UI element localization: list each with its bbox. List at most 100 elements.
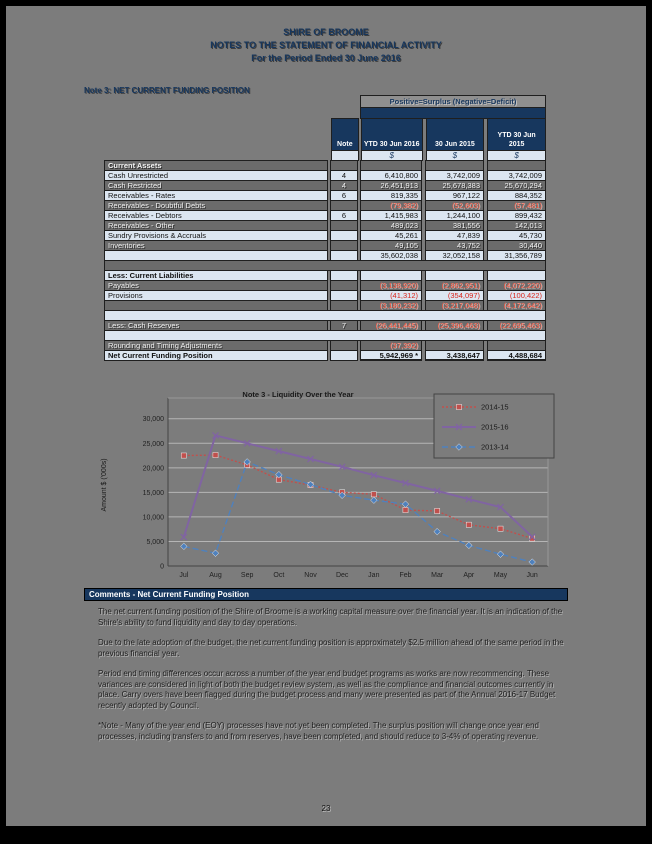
legend-label: 2015-16 xyxy=(481,423,509,432)
diamond-marker-icon xyxy=(275,471,283,479)
series-line xyxy=(183,454,533,540)
chart-svg: 0 5,000 10,000 15,000 20,000 25,000 30,000 Jul A… xyxy=(101,390,555,579)
diamond-marker-icon xyxy=(433,527,441,536)
square-marker-icon xyxy=(370,491,377,498)
comment-paragraph: Period end timing differences occur acro… xyxy=(98,669,556,710)
diamond-marker-icon xyxy=(180,542,188,551)
table-row: (3,180,232) (3,217,048) (4,172,642) xyxy=(104,300,546,311)
series-line xyxy=(182,434,533,538)
legend-label: 2013-14 xyxy=(481,443,509,452)
diamond-marker-icon xyxy=(401,500,410,508)
column-header-note: Note xyxy=(330,118,359,151)
x-marker-icon xyxy=(275,447,283,455)
table-row: Cash Unrestricted 4 6,410,800 3,742,009 3,74… xyxy=(104,170,546,181)
x-tick-label: Nov xyxy=(304,572,317,579)
x-marker-icon xyxy=(180,533,188,541)
table-row: Receivables - Other 489,023 381,556 142,013 xyxy=(104,220,546,231)
x-marker-icon xyxy=(338,463,346,471)
table-body: Current Assets Cash Unrestricted 4 6,410,80… xyxy=(104,160,546,361)
table-row: Receivables - Debtors 6 1,415,983 1,244,100… xyxy=(104,210,546,221)
x-tick-label: Jul xyxy=(179,572,188,579)
y-tick-label: 30,000 xyxy=(143,416,165,423)
square-marker-icon xyxy=(402,507,409,513)
document-page: SHIRE OF BROOME NOTES TO THE STATEMENT O… xyxy=(6,6,646,826)
chart-title: Note 3 - Liquidity Over the Year xyxy=(242,390,353,399)
row-value-ytd-2016: 5,942,969 * xyxy=(360,350,422,361)
square-marker-icon xyxy=(180,452,187,459)
funding-position-table: Positive=Surplus (Negative=Deficit) Note… xyxy=(104,95,546,361)
x-tick-label: May xyxy=(494,572,508,579)
diamond-marker-icon xyxy=(338,491,346,499)
x-tick-label: Dec xyxy=(336,572,349,579)
series-line xyxy=(183,460,533,563)
x-marker-icon xyxy=(243,439,251,447)
x-tick-label: Oct xyxy=(273,572,284,579)
row-label: Net Current Funding Position xyxy=(104,350,328,361)
document-header: SHIRE OF BROOME NOTES TO THE STATEMENT O… xyxy=(6,26,646,65)
y-tick-label: 25,000 xyxy=(143,441,165,448)
diamond-marker-icon xyxy=(243,458,251,466)
comment-paragraph: The net current funding position of the … xyxy=(98,607,563,627)
table-row: Current Assets xyxy=(104,160,546,171)
x-tick-label: Feb xyxy=(399,572,411,579)
square-marker-icon xyxy=(434,508,441,514)
x-marker-icon xyxy=(497,503,504,511)
x-tick-label: Jun xyxy=(527,572,538,579)
y-tick-label: 0 xyxy=(160,564,164,571)
series-2013-14 xyxy=(180,458,536,566)
y-tick-label: 15,000 xyxy=(143,490,165,497)
diamond-marker-icon xyxy=(528,558,536,566)
y-tick-label: 20,000 xyxy=(143,465,165,472)
comment-paragraph: Due to the late adoption of the budget, … xyxy=(98,638,564,658)
page-number: 23 xyxy=(321,804,331,813)
diamond-marker-icon xyxy=(211,549,220,557)
x-tick-label: Aug xyxy=(209,572,222,579)
diamond-marker-icon xyxy=(455,443,463,451)
x-marker-icon xyxy=(370,471,378,479)
x-marker-icon xyxy=(433,487,441,495)
report-title: NOTES TO THE STATEMENT OF FINANCIAL ACTI… xyxy=(210,40,442,50)
column-header-spacer xyxy=(104,118,329,151)
comment-paragraph: *Note - Many of the year end (EOY) proce… xyxy=(98,721,539,741)
x-marker-icon xyxy=(402,479,409,487)
table-row: Payables (3,138,920) (2,862,951) (4,072,220… xyxy=(104,280,546,291)
x-marker-icon xyxy=(212,431,219,439)
diamond-marker-icon xyxy=(306,480,315,489)
x-marker-icon xyxy=(465,495,473,503)
comments-header: Comments - Net Current Funding Position xyxy=(84,588,568,601)
diamond-marker-icon xyxy=(465,541,473,550)
row-note-ref xyxy=(330,350,358,361)
square-marker-icon xyxy=(465,521,472,528)
diamond-marker-icon xyxy=(370,496,378,504)
x-marker-icon xyxy=(528,533,536,541)
y-tick-label: 10,000 xyxy=(143,514,165,521)
x-tick-label: Jan xyxy=(368,572,379,579)
square-marker-icon xyxy=(497,525,504,532)
x-tick-label: Sep xyxy=(241,572,254,579)
liquidity-chart: 0 5,000 10,000 15,000 20,000 25,000 30,000 Jul A… xyxy=(96,388,568,593)
y-axis-title: Amount $ ('000s) xyxy=(101,458,108,511)
y-tick-label: 5,000 xyxy=(146,539,164,546)
square-marker-icon xyxy=(212,452,219,458)
square-marker-icon xyxy=(456,404,462,410)
org-title: SHIRE OF BROOME xyxy=(283,27,369,37)
x-marker-icon xyxy=(307,455,314,463)
legend-label: 2014-15 xyxy=(481,403,509,412)
table-row: Rounding and Timing Adjustments (37,392) xyxy=(104,340,546,351)
row-value-ytd-2015: 4,488,684 xyxy=(487,350,546,361)
series-2014-15 xyxy=(180,452,536,542)
column-header-ytd-2016: YTD 30 Jun 2016 xyxy=(360,118,423,151)
x-tick-label: Apr xyxy=(463,572,475,579)
x-marker-icon xyxy=(455,423,463,431)
row-value-30jun2015: 3,438,647 xyxy=(425,350,484,361)
column-header-30jun2015: 30 Jun 2015 xyxy=(425,118,485,151)
series-2015-16 xyxy=(180,431,536,541)
chart-legend: 2014-15 2015-16 2013-14 xyxy=(433,393,555,459)
period-subtitle: For the Period Ended 30 June 2016 xyxy=(251,53,401,63)
note-section-title: Note 3: NET CURRENT FUNDING POSITION xyxy=(84,86,250,95)
table-column-header-row: Note YTD 30 Jun 2016 30 Jun 2015 YTD 30 … xyxy=(104,118,546,151)
column-header-ytd-2015: YTD 30 Jun 2015 xyxy=(487,118,546,151)
diamond-marker-icon xyxy=(496,550,505,558)
table-row: Net Current Funding Position 5,942,969 * 3… xyxy=(104,350,546,361)
x-tick-label: Mar xyxy=(431,572,444,579)
